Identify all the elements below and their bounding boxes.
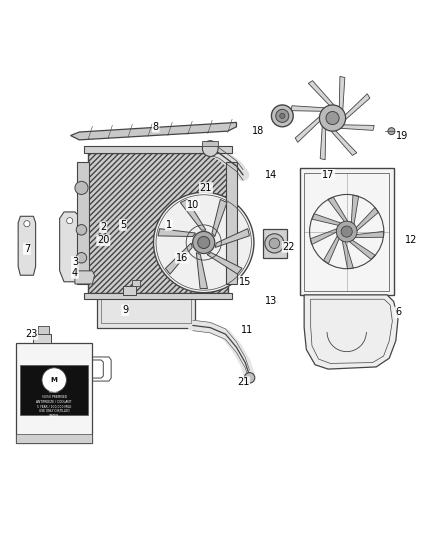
Polygon shape	[348, 239, 375, 260]
Polygon shape	[18, 216, 35, 275]
Bar	[97, 295, 195, 328]
Circle shape	[193, 231, 215, 254]
Bar	[304, 173, 389, 290]
Polygon shape	[328, 197, 348, 222]
Text: 1: 1	[166, 220, 172, 230]
Circle shape	[153, 192, 254, 293]
Text: 20: 20	[97, 235, 110, 245]
Polygon shape	[75, 271, 95, 284]
Circle shape	[76, 253, 87, 263]
Text: 22: 22	[283, 242, 295, 252]
Polygon shape	[207, 253, 242, 274]
Bar	[202, 141, 218, 147]
Circle shape	[269, 238, 280, 248]
Polygon shape	[342, 239, 353, 269]
Text: 9: 9	[122, 305, 128, 315]
Text: 15: 15	[239, 277, 251, 287]
Circle shape	[244, 373, 255, 383]
Bar	[132, 280, 140, 286]
Bar	[226, 161, 237, 284]
Text: 50/50 PREMIXED: 50/50 PREMIXED	[42, 395, 67, 399]
Polygon shape	[355, 207, 378, 232]
Polygon shape	[320, 125, 326, 160]
Circle shape	[24, 221, 30, 227]
Polygon shape	[295, 116, 321, 142]
Circle shape	[326, 111, 339, 125]
Bar	[300, 168, 394, 295]
Polygon shape	[345, 94, 370, 120]
Polygon shape	[212, 199, 227, 237]
Polygon shape	[308, 80, 335, 106]
Text: 23: 23	[25, 329, 37, 339]
Polygon shape	[71, 123, 237, 140]
Polygon shape	[196, 253, 208, 288]
Bar	[88, 153, 228, 293]
Text: 21: 21	[237, 377, 249, 387]
Polygon shape	[180, 199, 206, 230]
Circle shape	[76, 224, 87, 235]
Text: MOPAR: MOPAR	[49, 390, 60, 394]
Circle shape	[341, 226, 352, 237]
Text: 7: 7	[24, 244, 30, 254]
Polygon shape	[339, 125, 374, 131]
Text: 13: 13	[265, 296, 278, 306]
Text: 5 YEAR / 100,000 MILE: 5 YEAR / 100,000 MILE	[37, 405, 71, 409]
Circle shape	[276, 109, 289, 123]
Polygon shape	[312, 214, 342, 225]
Polygon shape	[158, 229, 195, 237]
Bar	[84, 293, 232, 299]
Text: 21: 21	[200, 183, 212, 193]
Polygon shape	[310, 228, 338, 245]
Circle shape	[42, 368, 67, 392]
Bar	[38, 326, 49, 334]
Circle shape	[336, 221, 357, 242]
Text: 14: 14	[265, 170, 278, 180]
Polygon shape	[60, 212, 79, 282]
Bar	[20, 365, 88, 415]
Bar	[84, 147, 232, 153]
Polygon shape	[354, 231, 384, 238]
Polygon shape	[215, 229, 249, 247]
Circle shape	[319, 105, 346, 131]
Text: 12: 12	[405, 235, 417, 245]
Polygon shape	[330, 130, 357, 156]
Text: M: M	[51, 377, 58, 383]
Circle shape	[75, 181, 88, 195]
Bar	[123, 286, 136, 295]
Polygon shape	[351, 195, 359, 225]
Circle shape	[280, 113, 285, 118]
Circle shape	[265, 234, 284, 253]
Bar	[263, 229, 287, 258]
Circle shape	[202, 141, 218, 157]
Text: USE ONLY DISTILLED: USE ONLY DISTILLED	[39, 409, 70, 414]
Text: ANTIFREEZE / COOLANT: ANTIFREEZE / COOLANT	[36, 400, 72, 405]
Text: WATER: WATER	[49, 414, 59, 418]
Circle shape	[67, 217, 73, 224]
Text: 4: 4	[72, 268, 78, 278]
Text: 2: 2	[100, 222, 106, 232]
Polygon shape	[304, 295, 398, 369]
Text: 16: 16	[176, 253, 188, 263]
Text: 5: 5	[120, 220, 126, 230]
Circle shape	[272, 105, 293, 127]
Circle shape	[388, 128, 395, 135]
Text: 6: 6	[395, 308, 401, 317]
Polygon shape	[323, 235, 339, 264]
Bar	[33, 334, 51, 343]
Text: 3: 3	[72, 257, 78, 267]
Text: 18: 18	[252, 126, 265, 136]
Text: 10: 10	[187, 200, 199, 211]
Text: 19: 19	[396, 131, 409, 141]
Text: 17: 17	[322, 170, 334, 180]
Polygon shape	[166, 243, 192, 274]
Bar	[16, 434, 92, 443]
Bar	[16, 343, 92, 443]
Bar	[77, 161, 89, 284]
Bar	[101, 299, 191, 323]
Circle shape	[198, 237, 210, 248]
Polygon shape	[291, 106, 326, 111]
Text: 8: 8	[152, 122, 159, 132]
Text: 11: 11	[241, 325, 254, 335]
Polygon shape	[339, 76, 345, 111]
